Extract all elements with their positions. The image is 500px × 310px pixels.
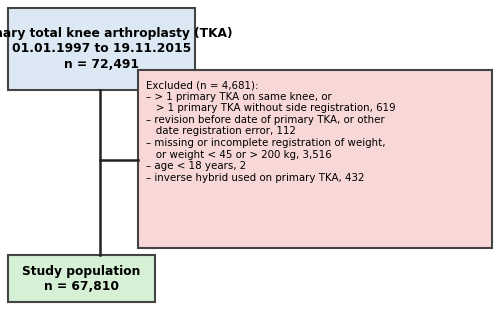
Text: Primary total knee arthroplasty (TKA)
01.01.1997 to 19.11.2015
n = 72,491: Primary total knee arthroplasty (TKA) 01… bbox=[0, 28, 232, 70]
Text: Study population
n = 67,810: Study population n = 67,810 bbox=[22, 264, 141, 293]
Text: Excluded (n = 4,681):
– > 1 primary TKA on same knee, or
   > 1 primary TKA with: Excluded (n = 4,681): – > 1 primary TKA … bbox=[146, 80, 396, 183]
FancyBboxPatch shape bbox=[138, 70, 492, 248]
FancyBboxPatch shape bbox=[8, 8, 195, 90]
FancyBboxPatch shape bbox=[8, 255, 155, 302]
